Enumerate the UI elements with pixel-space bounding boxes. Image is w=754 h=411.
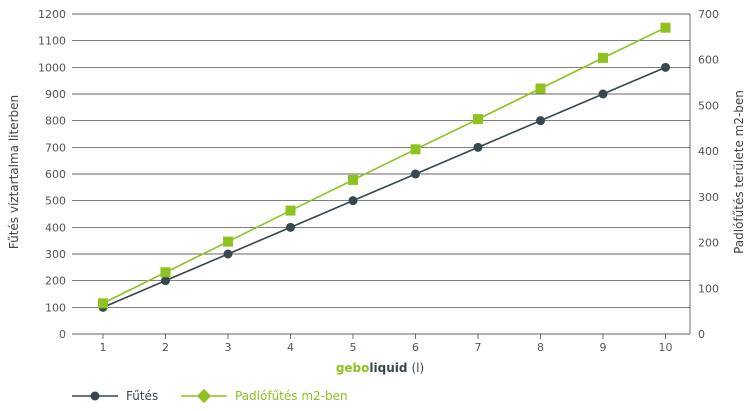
point-futes [161,276,170,286]
point-futes [536,116,545,126]
y-left-tick-label: 0 [59,328,66,341]
y-left-tick-label: 700 [45,141,66,154]
y-right-tick-label: 400 [698,145,719,158]
y-left-tick-label: 800 [45,115,66,128]
point-futes [661,62,670,72]
x-tick-label: 1 [100,341,107,354]
point-padlofutes [598,52,608,63]
y-left-tick-label: 400 [45,221,66,234]
right-axis-ticks: 0 100 200 300 400 500 600 700 [698,8,719,341]
x-tick-label: 3 [225,341,232,354]
series-line-padlofutes [102,26,666,305]
y-left-tick-label: 200 [45,275,66,288]
x-axis-title-brand: gebo [336,361,370,375]
x-tick-label: 8 [537,341,544,354]
x-tick-label: 2 [162,341,169,354]
point-padlofutes [348,174,358,185]
x-tick-label: 7 [475,341,482,354]
point-padlofutes [410,144,421,155]
gridlines [72,13,691,339]
y-left-tick-label: 500 [45,195,66,208]
y-left-tick-label: 1100 [38,35,66,48]
point-padlofutes [535,83,546,94]
y-right-tick-label: 700 [698,8,719,21]
y-axis-right-title: Padlófűtés területe m2-ben [732,90,746,254]
legend-marker-futes [90,391,100,401]
point-padlofutes [285,205,296,216]
y-left-tick-label: 900 [45,88,66,101]
y-right-tick-label: 0 [698,328,705,341]
point-padlofutes [660,22,671,33]
y-left-tick-label: 600 [45,168,66,181]
point-futes [286,222,295,232]
point-padlofutes [473,114,483,125]
y-right-tick-label: 200 [698,237,719,250]
y-right-tick-label: 300 [698,191,719,204]
point-padlofutes [223,236,233,247]
y-right-tick-label: 500 [698,99,719,112]
point-padlofutes [160,267,171,278]
x-tick-label: 9 [600,341,607,354]
x-axis-ticks: 1 2 3 4 5 6 7 8 9 10 [100,341,673,354]
point-futes [598,89,608,99]
x-axis-title-unit: (l) [411,361,424,375]
x-tick-label: 6 [412,341,419,354]
y-right-tick-label: 600 [698,54,719,67]
x-axis-title-product: liquid [369,361,407,375]
point-futes [473,142,483,152]
x-tick-label: 5 [350,341,357,354]
y-left-tick-label: 1000 [38,61,66,74]
x-tick-label: 4 [287,341,294,354]
x-tick-label: 10 [659,341,673,354]
legend-label-futes: Fűtés [126,389,158,403]
x-axis-title: geboliquid (l) [336,361,424,375]
legend: Fűtés Padlófűtés m2-ben [72,388,348,404]
y-left-tick-label: 100 [45,301,66,314]
point-futes [223,249,233,259]
series-line-futes [102,66,666,309]
point-padlofutes [98,298,108,309]
y-left-tick-label: 1200 [38,8,66,21]
series-layer [98,22,671,312]
y-left-tick-label: 300 [45,248,66,261]
left-axis-ticks: 0 100 200 300 400 500 600 700 800 900 1000 1100 1200 [38,8,66,341]
legend-marker-padlofutes [196,388,212,404]
y-axis-left-title: Fűtés víztartalma literben [7,95,21,249]
point-futes [348,196,358,206]
y-right-tick-label: 100 [698,282,719,295]
point-futes [411,169,420,179]
legend-label-padlofutes: Padlófűtés m2-ben [235,389,348,403]
